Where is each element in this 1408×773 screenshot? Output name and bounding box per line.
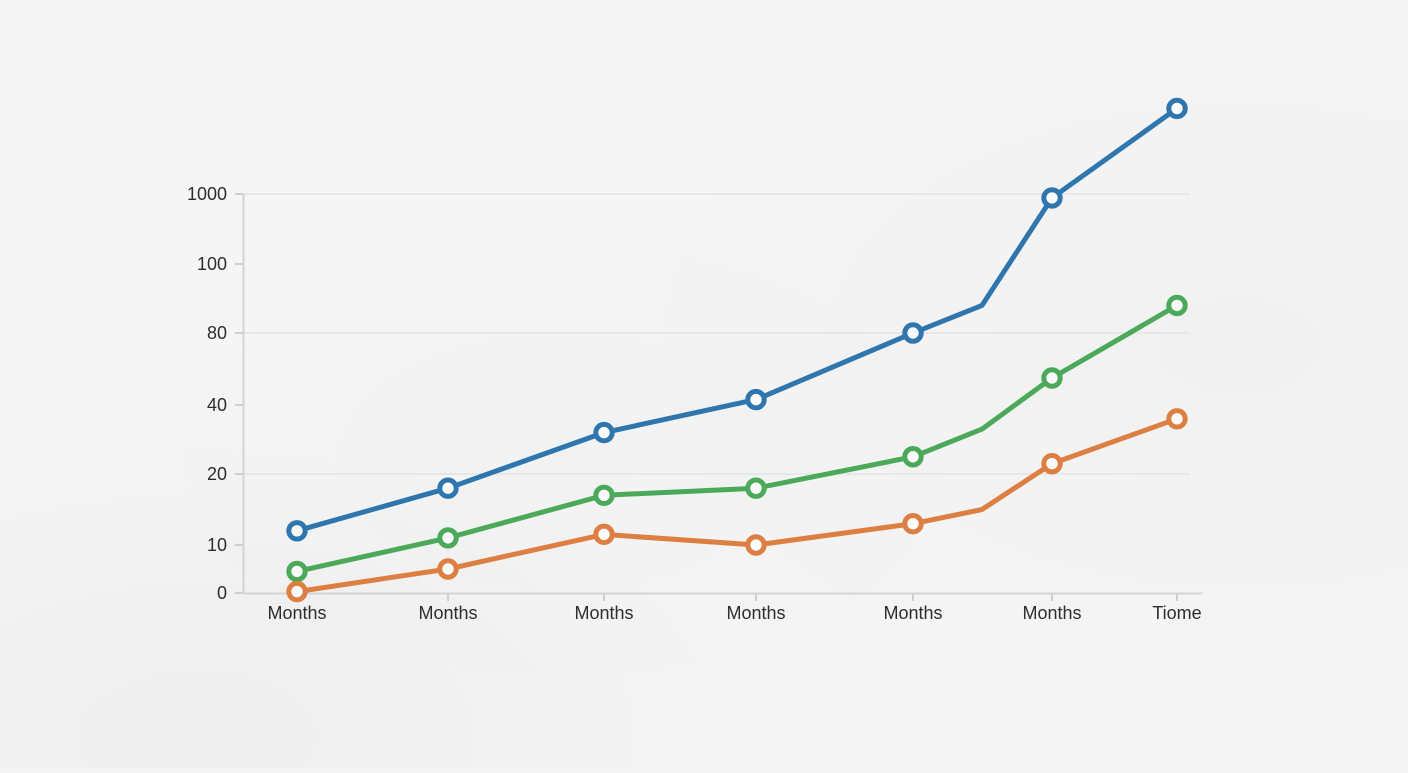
marker-orange-4 — [905, 516, 921, 532]
y-tick-label-10: 10 — [207, 535, 227, 555]
x-category-label-2: Months — [574, 603, 633, 623]
marker-blue-6 — [1169, 100, 1185, 116]
marker-orange-1 — [440, 561, 456, 577]
marker-green-3 — [748, 480, 764, 496]
marker-green-5 — [1044, 370, 1060, 386]
x-category-label-6: Tiome — [1152, 603, 1201, 623]
series-line-orange — [297, 419, 1177, 592]
marker-orange-3 — [748, 537, 764, 553]
x-category-label-4: Months — [883, 603, 942, 623]
marker-orange-6 — [1169, 411, 1185, 427]
x-category-label-1: Months — [418, 603, 477, 623]
y-tick-label-0: 0 — [217, 583, 227, 603]
y-tick-label-40: 40 — [207, 395, 227, 415]
marker-blue-3 — [748, 391, 764, 407]
x-category-label-0: Months — [267, 603, 326, 623]
y-tick-label-1000: 1000 — [187, 184, 227, 204]
y-tick-label-80: 80 — [207, 323, 227, 343]
marker-green-0 — [289, 563, 305, 579]
y-tick-label-20: 20 — [207, 464, 227, 484]
marker-green-4 — [905, 449, 921, 465]
marker-blue-4 — [905, 325, 921, 341]
marker-blue-2 — [596, 424, 612, 440]
marker-green-2 — [596, 487, 612, 503]
marker-orange-2 — [596, 526, 612, 542]
series-line-green — [297, 305, 1177, 571]
marker-blue-1 — [440, 480, 456, 496]
x-category-label-3: Months — [726, 603, 785, 623]
y-tick-label-100: 100 — [197, 254, 227, 274]
marker-green-6 — [1169, 297, 1185, 313]
marker-blue-0 — [289, 523, 305, 539]
marker-green-1 — [440, 530, 456, 546]
x-category-label-5: Months — [1022, 603, 1081, 623]
marker-orange-0 — [289, 583, 305, 599]
marker-blue-5 — [1044, 190, 1060, 206]
marker-orange-5 — [1044, 455, 1060, 471]
